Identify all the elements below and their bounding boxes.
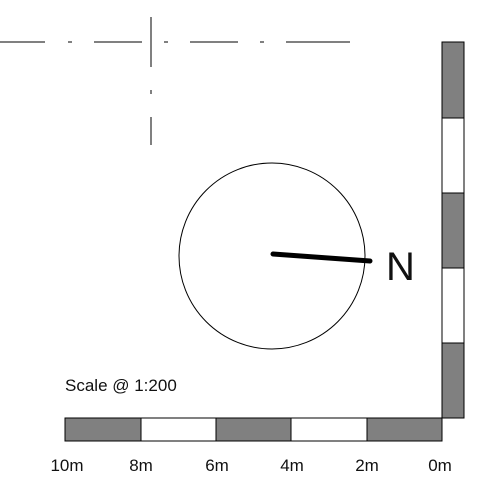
vertical-scale-segment (441, 41, 465, 119)
scale-tick-label: 2m (355, 456, 379, 475)
horizontal-scale-segment (290, 417, 368, 442)
north-label: N (386, 245, 415, 289)
vertical-scale-segment (441, 342, 465, 419)
vertical-scale-segment (441, 267, 465, 344)
scale-label: Scale @ 1:200 (65, 376, 177, 395)
north-arrow: N (178, 162, 415, 350)
scale-tick-label: 6m (205, 456, 229, 475)
scale-tick-label: 10m (50, 456, 83, 475)
horizontal-scale-segment (140, 417, 217, 442)
grid-lines (0, 17, 350, 145)
scale-tick-labels: 10m 8m 6m 4m 2m 0m (50, 456, 451, 475)
horizontal-scale-segment (215, 417, 292, 442)
horizontal-scale-segment (64, 417, 142, 442)
north-arrow-circle (178, 162, 366, 350)
horizontal-scale-bar (64, 417, 443, 442)
scale-tick-label: 0m (428, 456, 452, 475)
vertical-scale-segment (441, 192, 465, 269)
vertical-scale-bar (441, 41, 465, 419)
north-arrow-needle (270, 251, 373, 264)
scale-tick-label: 8m (129, 456, 153, 475)
scale-tick-label: 4m (280, 456, 304, 475)
vertical-scale-segment (441, 117, 465, 194)
horizontal-scale-segment (366, 417, 443, 442)
